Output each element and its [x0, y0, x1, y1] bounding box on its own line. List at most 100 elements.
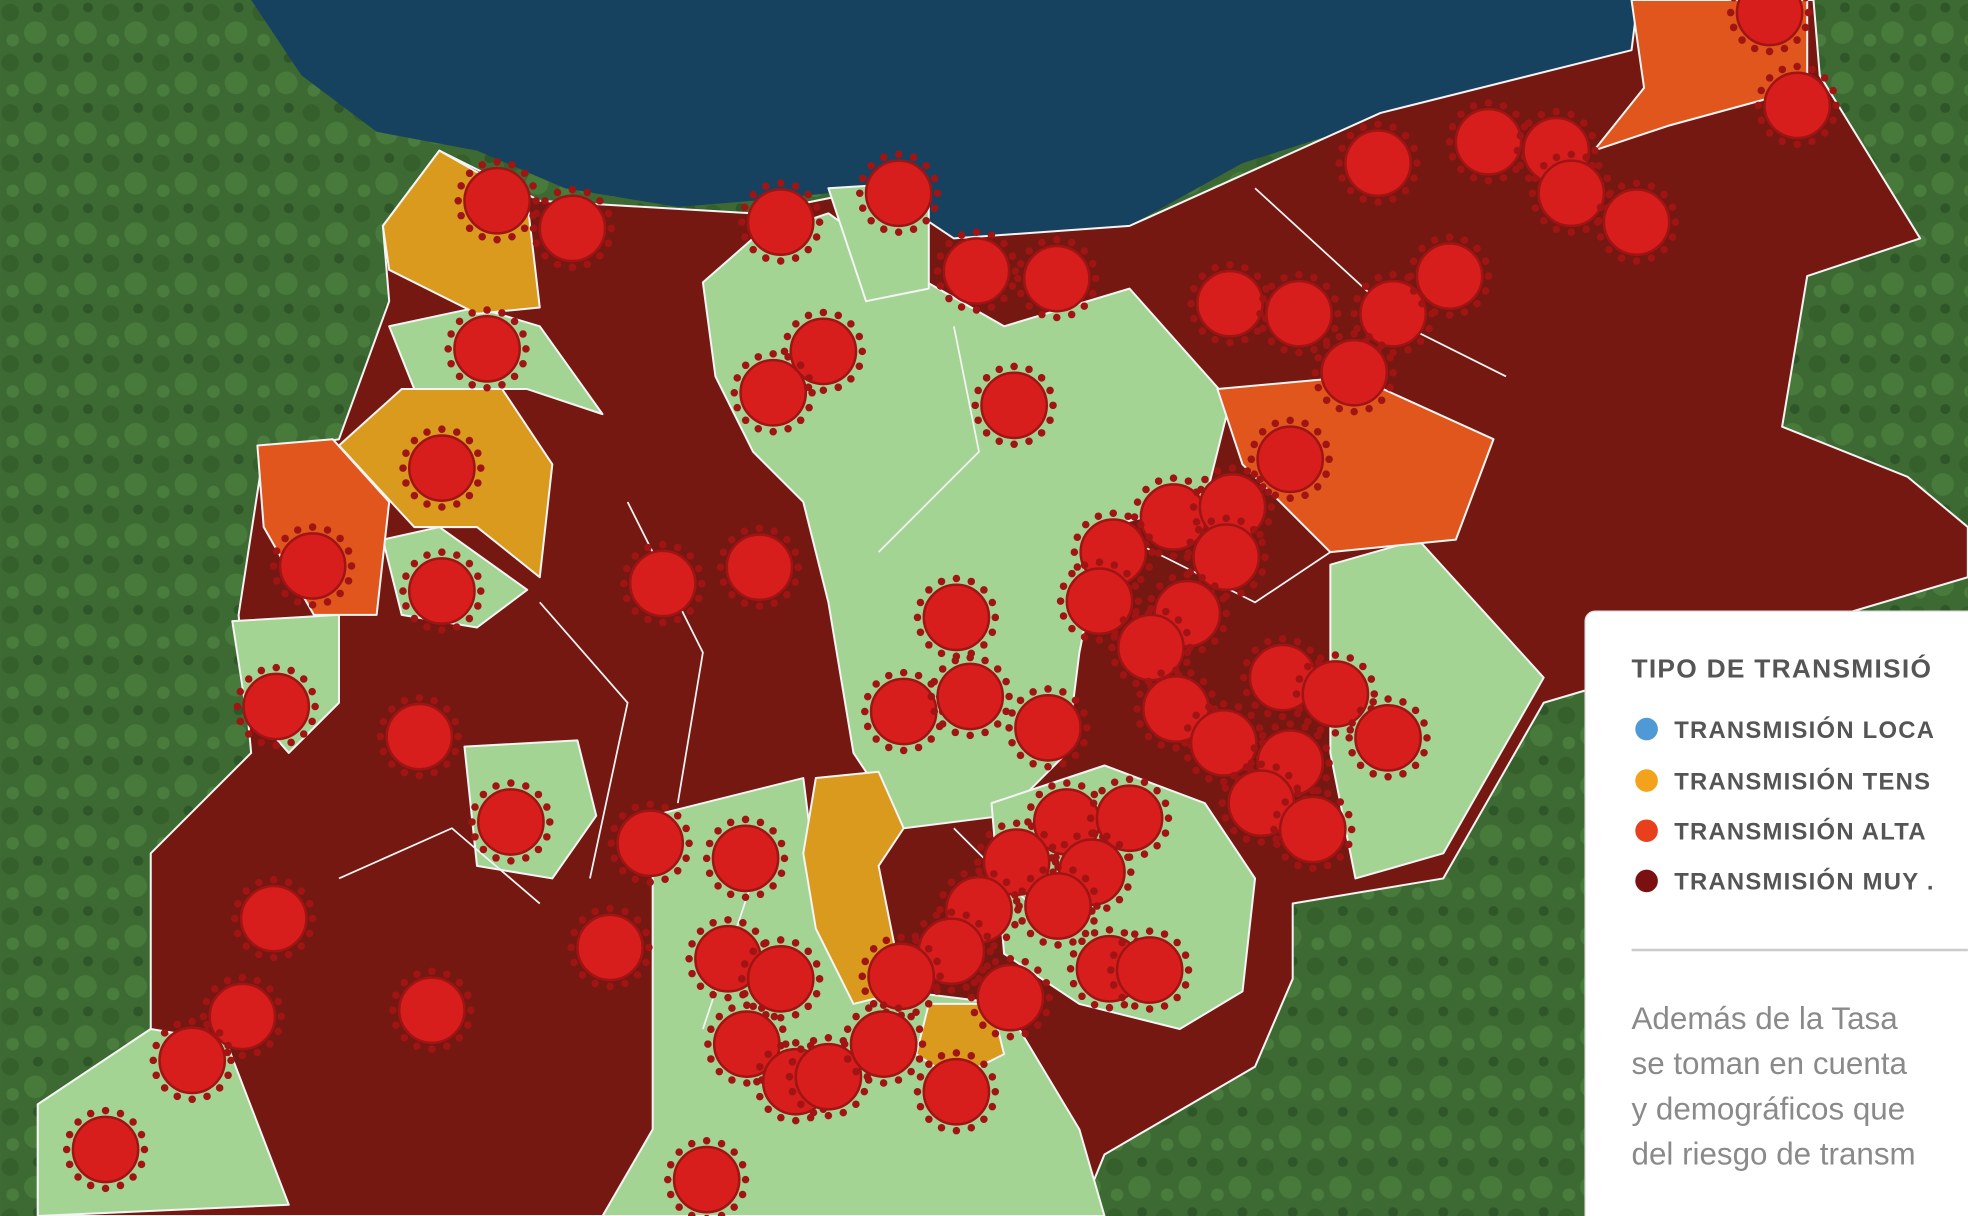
- virus-spike: [1301, 491, 1309, 499]
- virus-spike: [520, 224, 529, 233]
- virus-body: [725, 533, 794, 602]
- virus-spike: [308, 717, 316, 726]
- virus-spike: [631, 803, 640, 812]
- virus-spike: [311, 702, 319, 711]
- virus-spike: [1793, 140, 1801, 149]
- virus-spike: [1049, 401, 1057, 410]
- virus-spike: [916, 598, 925, 607]
- virus-spike: [1181, 739, 1189, 747]
- virus-spike: [952, 1049, 961, 1057]
- virus-spike: [707, 1055, 715, 1063]
- virus-spike: [1130, 1002, 1139, 1010]
- virus-spike: [1080, 302, 1089, 310]
- legend-panel: TIPO DE TRANSMISIÓ TRANSMISIÓN LOCA TRAN…: [1584, 610, 1968, 1216]
- virus-marker: [1726, 0, 1813, 56]
- virus-spike: [945, 294, 953, 303]
- virus-spike: [1313, 731, 1322, 740]
- virus-spike: [234, 899, 242, 908]
- virus-spike: [400, 696, 409, 705]
- virus-spike: [1271, 491, 1280, 499]
- virus-spike: [696, 982, 705, 991]
- virus-spike: [947, 908, 956, 917]
- virus-spike: [1322, 341, 1331, 349]
- virus-spike: [621, 979, 629, 988]
- virus-spike: [1090, 887, 1098, 895]
- legend-swatch: [1635, 717, 1658, 741]
- virus-spike: [682, 854, 690, 862]
- virus-spike: [400, 978, 409, 987]
- virus-spike: [988, 1102, 997, 1111]
- virus-spike: [400, 768, 409, 777]
- virus-spike: [1183, 628, 1191, 637]
- virus-spike: [1348, 719, 1356, 727]
- virus-spike: [1730, 0, 1737, 2]
- virus-spike: [410, 436, 419, 445]
- virus-spike: [1348, 749, 1356, 757]
- virus-marker: [1014, 235, 1100, 322]
- virus-spike: [1090, 1000, 1099, 1009]
- virus-spike: [188, 1095, 196, 1104]
- virus-spike: [661, 803, 669, 812]
- virus-spike: [203, 1020, 211, 1029]
- virus-spike: [957, 231, 966, 239]
- virus-marker: [913, 1049, 1000, 1135]
- virus-spike: [925, 1060, 933, 1069]
- virus-spike: [1350, 407, 1358, 416]
- virus-spike: [1219, 624, 1227, 633]
- virus-spike: [645, 943, 653, 952]
- virus-spike: [623, 594, 631, 603]
- virus-spike: [1105, 926, 1114, 934]
- virus-spike: [1090, 929, 1099, 937]
- virus-spike: [1660, 245, 1668, 254]
- virus-spike: [743, 1079, 751, 1087]
- virus-marker: [269, 523, 356, 609]
- virus-spike: [1242, 763, 1251, 771]
- virus-spike: [705, 839, 714, 848]
- virus-spike: [244, 730, 253, 738]
- virus-spike: [1531, 204, 1540, 212]
- virus-spike: [922, 216, 930, 225]
- virus-spike: [1241, 335, 1249, 344]
- virus-spike: [1322, 744, 1330, 752]
- virus-spike: [453, 623, 461, 631]
- virus-spike: [1322, 396, 1331, 404]
- virus-spike: [1120, 929, 1129, 937]
- virus-spike: [995, 365, 1003, 374]
- virus-spike: [812, 989, 821, 998]
- virus-spike: [769, 427, 777, 436]
- virus-spike: [1026, 929, 1035, 938]
- virus-spike: [1040, 830, 1048, 839]
- virus-spike: [1008, 738, 1016, 747]
- virus-spike: [438, 503, 446, 511]
- virus-spike: [1469, 173, 1478, 182]
- virus-spike: [1010, 440, 1018, 448]
- virus-spike: [685, 954, 693, 963]
- virus-spike: [465, 559, 474, 568]
- virus-spike: [1056, 597, 1065, 605]
- virus-spike: [804, 245, 812, 254]
- virus-spike: [633, 916, 642, 924]
- virus-spike: [824, 1034, 833, 1042]
- virus-body: [711, 824, 780, 893]
- virus-spike: [604, 239, 613, 248]
- virus-spike: [546, 818, 554, 826]
- virus-spike: [287, 738, 295, 747]
- virus-spike: [1140, 850, 1149, 858]
- virus-spike: [1335, 159, 1343, 167]
- virus-spike: [567, 943, 575, 952]
- virus-spike: [784, 353, 792, 361]
- virus-spike: [738, 218, 746, 226]
- virus-spike: [1552, 225, 1561, 233]
- virus-spike: [1039, 938, 1047, 946]
- virus-spike: [1448, 152, 1457, 161]
- virus-spike: [1258, 538, 1266, 547]
- virus-spike: [1088, 259, 1097, 268]
- virus-spike: [1605, 190, 1613, 199]
- virus-spike: [1257, 760, 1266, 768]
- virus-spike: [741, 203, 749, 211]
- virus-body: [1022, 244, 1091, 313]
- virus-spike: [847, 375, 855, 383]
- virus-spike: [864, 1076, 873, 1084]
- virus-spike: [936, 282, 945, 290]
- virus-spike: [673, 812, 682, 820]
